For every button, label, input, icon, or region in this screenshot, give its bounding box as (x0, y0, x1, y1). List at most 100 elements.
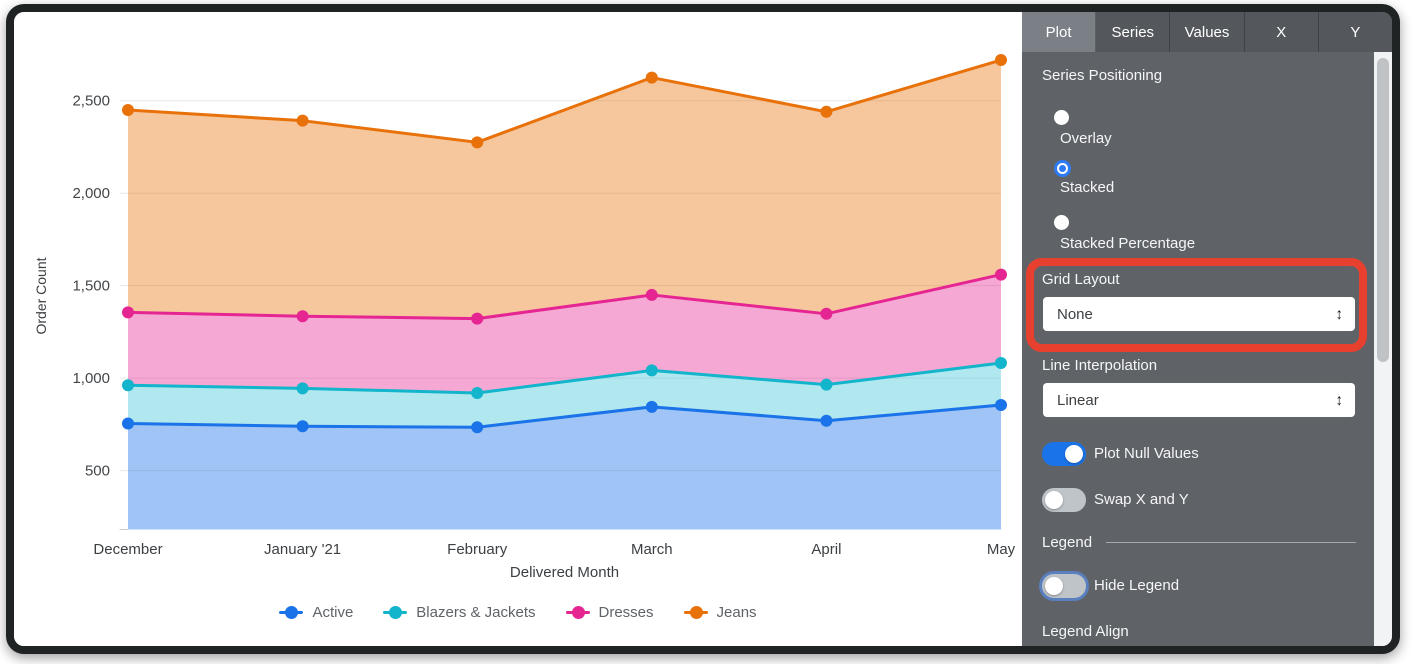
area-band-3 (128, 60, 1001, 319)
radio-overlay[interactable] (1054, 110, 1069, 125)
swap-x-and-y-toggle[interactable] (1042, 488, 1086, 512)
toggle-knob (1045, 577, 1063, 595)
x-tick-label: May (987, 541, 1016, 558)
data-point[interactable] (820, 307, 833, 320)
tab-y[interactable]: Y (1350, 23, 1361, 41)
tab-plot[interactable]: Plot (1022, 12, 1097, 52)
vis-settings-tabbar: Plot Series Values X Y (1022, 12, 1392, 52)
data-point[interactable] (995, 54, 1007, 67)
data-point[interactable] (471, 136, 484, 149)
legend-item-label: Jeans (716, 604, 757, 621)
radio-stacked-percentage-label[interactable]: Stacked Percentage (1060, 235, 1196, 252)
data-point[interactable] (296, 114, 309, 127)
data-point[interactable] (296, 382, 309, 395)
data-point[interactable] (820, 105, 833, 118)
toggle-knob (1065, 445, 1083, 463)
line-interpolation-select[interactable]: Linear ↕ (1043, 383, 1355, 417)
legend-item-label: Dresses (598, 604, 654, 621)
plot-null-values-label: Plot Null Values (1094, 445, 1199, 462)
data-point[interactable] (645, 364, 658, 377)
data-point[interactable] (471, 421, 484, 434)
y-tick-label: 1,000 (72, 370, 110, 387)
series-positioning-label: Series Positioning (1042, 67, 1163, 84)
app-window: 500 1,000 1,500 2,000 2,500 December January '… (6, 4, 1400, 654)
data-point[interactable] (995, 268, 1007, 281)
radio-stacked[interactable] (1054, 160, 1071, 177)
plot-null-values-toggle[interactable] (1042, 442, 1086, 466)
tab-values[interactable]: Values (1170, 12, 1245, 52)
legend-item[interactable]: Active (279, 604, 353, 621)
data-point[interactable] (122, 379, 134, 392)
legend-marker-dot (285, 606, 299, 619)
chart-legend: Active Blazers & Jackets Dresses Jeans (14, 604, 1022, 621)
grid-layout-select[interactable]: None ↕ (1043, 297, 1355, 331)
area-band-1 (128, 363, 1001, 428)
grid-layout-label: Grid Layout (1042, 271, 1120, 288)
x-axis-title: Delivered Month (510, 564, 619, 581)
tab-x[interactable]: X (1245, 12, 1319, 52)
updown-arrow-icon: ↕ (1335, 305, 1344, 323)
legend-item[interactable]: Dresses (565, 604, 654, 621)
legend-section-title: Legend (1042, 534, 1093, 551)
legend-marker-dot (689, 606, 703, 619)
vis-settings-panel: Plot Series Values X Y Series Positionin… (1022, 12, 1392, 646)
stacked-area-chart: 500 1,000 1,500 2,000 2,500 December January '… (33, 54, 1016, 581)
chart-pane: 500 1,000 1,500 2,000 2,500 December January '… (14, 12, 1022, 646)
swap-x-and-y-label: Swap X and Y (1094, 491, 1189, 508)
data-point[interactable] (122, 306, 134, 319)
legend-marker-dot (571, 606, 585, 619)
updown-arrow-icon: ↕ (1335, 391, 1344, 409)
data-point[interactable] (471, 312, 484, 325)
y-tick-label: 2,500 (72, 93, 110, 110)
radio-stacked-percentage[interactable] (1054, 215, 1069, 230)
data-point[interactable] (471, 386, 484, 399)
x-tick-label: February (447, 541, 508, 558)
tab-series[interactable]: Series (1096, 12, 1171, 52)
y-tick-label: 2,000 (72, 185, 110, 202)
legend-section-header: Legend (1042, 534, 1356, 551)
legend-item-label: Active (312, 604, 354, 621)
x-tick-label: March (631, 541, 673, 558)
x-tick-label: January '21 (264, 541, 341, 558)
legend-align-label: Legend Align (1042, 623, 1129, 640)
radio-overlay-label[interactable]: Overlay (1060, 130, 1112, 147)
data-point[interactable] (645, 288, 658, 301)
legend-item-label: Blazers & Jackets (416, 604, 536, 621)
legend-marker-dot (389, 606, 403, 619)
data-point[interactable] (995, 399, 1007, 412)
legend-item[interactable]: Blazers & Jackets (383, 604, 536, 621)
data-point[interactable] (645, 400, 658, 413)
hide-legend-toggle[interactable] (1042, 574, 1086, 598)
legend-item[interactable]: Jeans (683, 604, 757, 621)
y-axis-title: Order Count (33, 257, 49, 334)
panel-scrollbar-track[interactable] (1374, 52, 1392, 646)
x-tick-label: April (811, 541, 841, 558)
legend-marker-icon (565, 606, 590, 619)
data-point[interactable] (820, 414, 833, 427)
data-point[interactable] (645, 71, 658, 84)
data-point[interactable] (296, 420, 309, 433)
area-band-0 (128, 405, 1001, 530)
radio-stacked-label[interactable]: Stacked (1060, 179, 1115, 196)
series-line (127, 273, 1002, 321)
hide-legend-label: Hide Legend (1094, 577, 1180, 594)
legend-marker-icon (683, 606, 708, 619)
x-tick-label: December (93, 541, 162, 558)
legend-marker-icon (383, 606, 408, 619)
y-tick-label: 1,500 (72, 278, 110, 295)
panel-scrollbar-thumb[interactable] (1377, 58, 1389, 362)
data-point[interactable] (995, 357, 1007, 370)
series-line (127, 361, 1002, 395)
data-point[interactable] (122, 417, 134, 430)
legend-marker-icon (279, 606, 304, 619)
line-interpolation-value: Linear (1057, 391, 1099, 409)
line-interpolation-label: Line Interpolation (1042, 357, 1158, 374)
grid-layout-value: None (1057, 305, 1093, 323)
data-point[interactable] (122, 103, 134, 116)
y-tick-label: 500 (85, 463, 110, 480)
divider (1106, 542, 1356, 543)
toggle-knob (1045, 491, 1063, 509)
data-point[interactable] (820, 378, 833, 391)
series-line (127, 58, 1002, 144)
data-point[interactable] (296, 310, 309, 323)
